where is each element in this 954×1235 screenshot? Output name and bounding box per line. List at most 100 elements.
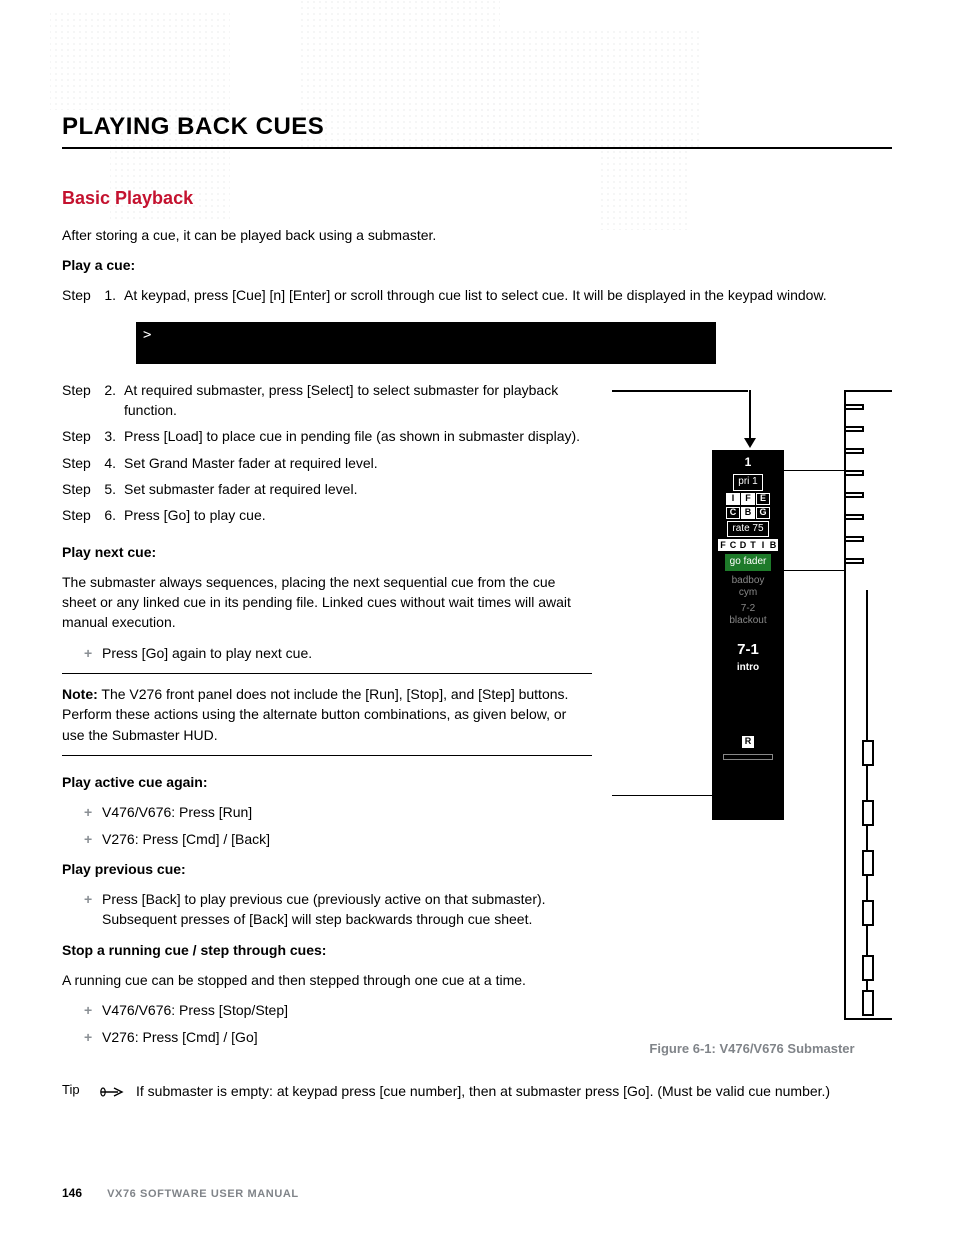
r-box: R: [742, 736, 754, 748]
list-item: Press [Back] to play previous cue (previ…: [84, 889, 592, 930]
attr-row: F C D T I B: [718, 539, 778, 551]
rate-label: rate 75: [727, 521, 768, 538]
step-text: Set submaster fader at required level.: [124, 479, 592, 505]
step-number: 1.: [100, 285, 124, 311]
play-next-heading: Play next cue:: [62, 542, 592, 562]
tip-arrow-icon: [100, 1083, 126, 1103]
play-prev-list: Press [Back] to play previous cue (previ…: [62, 889, 592, 930]
step-label: Step: [62, 479, 100, 505]
list-item: V276: Press [Cmd] / [Go]: [84, 1027, 592, 1047]
tip-block: Tip If submaster is empty: at keypad pre…: [62, 1081, 892, 1103]
note-block: Note: The V276 front panel does not incl…: [62, 673, 592, 745]
channel-number: 1: [745, 454, 752, 471]
tip-label: Tip: [62, 1081, 90, 1103]
stop-para: A running cue can be stopped and then st…: [62, 970, 592, 990]
fixture-line: cym: [739, 587, 757, 598]
list-item: V476/V676: Press [Stop/Step]: [84, 1000, 592, 1020]
play-prev-heading: Play previous cue:: [62, 859, 592, 879]
slot-icon: [844, 448, 864, 454]
attr-box: D: [738, 539, 748, 551]
attr-box: B: [768, 539, 778, 551]
lead-line: [612, 390, 748, 392]
active-cue-name: intro: [737, 661, 759, 676]
steps-2-6: Step2.At required submaster, press [Sele…: [62, 380, 592, 532]
note-label: Note:: [62, 686, 98, 702]
step-text: Set Grand Master fader at required level…: [124, 453, 592, 479]
step-label: Step: [62, 453, 100, 479]
note-text: The V276 front panel does not include th…: [62, 686, 568, 743]
fader-handle-icon: [862, 850, 874, 876]
play-active-heading: Play active cue again:: [62, 772, 592, 792]
divider: [62, 755, 592, 756]
list-item: Press [Go] again to play next cue.: [84, 643, 592, 663]
attr-box: E: [756, 493, 770, 505]
attr-box: B: [741, 507, 755, 519]
step-text: Press [Go] to play cue.: [124, 505, 592, 531]
book-title: VX76 SOFTWARE USER MANUAL: [107, 1188, 299, 1200]
fader-handle-icon: [862, 955, 874, 981]
fader-handle-icon: [862, 740, 874, 766]
gofader-label: go fader: [725, 554, 772, 571]
attr-box: F: [718, 539, 728, 551]
attr-box: I: [758, 539, 768, 551]
slot-icon: [844, 514, 864, 520]
attr-box: I: [726, 493, 740, 505]
play-cue-heading: Play a cue:: [62, 255, 892, 275]
step-text: At required submaster, press [Select] to…: [124, 380, 592, 427]
section-title: PLAYING BACK CUES: [62, 110, 892, 149]
attr-box: T: [748, 539, 758, 551]
step-label: Step: [62, 380, 100, 427]
figure-caption: Figure 6-1: V476/V676 Submaster: [649, 1040, 854, 1059]
step-number: 5.: [100, 479, 124, 505]
fader-handle-icon: [862, 900, 874, 926]
step-label: Step: [62, 426, 100, 452]
step-number: 2.: [100, 380, 124, 427]
slot-icon: [844, 426, 864, 432]
attr-box: C: [726, 507, 740, 519]
slot-icon: [844, 536, 864, 542]
slot-icon: [844, 404, 864, 410]
step-number: 3.: [100, 426, 124, 452]
subsection-title: Basic Playback: [62, 185, 892, 211]
slot-icon: [844, 470, 864, 476]
step-1-row: Step 1. At keypad, press [Cue] [n] [Ente…: [62, 285, 835, 311]
keypad-window: >: [136, 322, 716, 364]
priority-label: pri 1: [733, 474, 762, 491]
tip-text: If submaster is empty: at keypad press […: [136, 1081, 892, 1103]
figure-submaster: 1 pri 1 I F E C B G rate 75 F: [612, 390, 892, 1020]
list-item: V476/V676: Press [Run]: [84, 802, 592, 822]
attr-box: C: [728, 539, 738, 551]
play-next-list: Press [Go] again to play next cue.: [62, 643, 592, 663]
fader-handle-icon: [862, 990, 874, 1016]
lead-line: [612, 795, 712, 796]
fixture-name: badboy cym: [732, 575, 765, 599]
pending-cue-name: blackout: [729, 615, 766, 626]
fixture-line: badboy: [732, 575, 765, 586]
step-text: Press [Load] to place cue in pending fil…: [124, 426, 592, 452]
lead-line: [784, 570, 846, 571]
lead-line: [784, 470, 846, 471]
attr-row: C B G: [726, 507, 770, 519]
intro-para: After storing a cue, it can be played ba…: [62, 225, 892, 245]
step-number: 4.: [100, 453, 124, 479]
active-cue-num: 7-1: [737, 639, 759, 661]
lead-arrow-icon: [740, 390, 760, 450]
submaster-strip: 1 pri 1 I F E C B G rate 75 F: [712, 450, 784, 820]
step-label: Step: [62, 285, 100, 311]
attr-row: I F E: [726, 493, 770, 505]
stop-list: V476/V676: Press [Stop/Step] V276: Press…: [62, 1000, 592, 1047]
play-active-list: V476/V676: Press [Run] V276: Press [Cmd]…: [62, 802, 592, 849]
page-number: 146: [62, 1186, 82, 1200]
attr-box: G: [756, 507, 770, 519]
pending-cue-num: 7-2: [741, 603, 755, 614]
play-next-para: The submaster always sequences, placing …: [62, 572, 592, 633]
attr-box: F: [741, 493, 755, 505]
fader-handle-icon: [862, 800, 874, 826]
slot-icon: [844, 492, 864, 498]
stop-heading: Stop a running cue / step through cues:: [62, 940, 592, 960]
page-footer: 146 VX76 SOFTWARE USER MANUAL: [62, 1185, 299, 1203]
pending-cue: 7-2 blackout: [729, 603, 766, 627]
step-text: At keypad, press [Cue] [n] [Enter] or sc…: [124, 285, 835, 311]
step-number: 6.: [100, 505, 124, 531]
step-label: Step: [62, 505, 100, 531]
